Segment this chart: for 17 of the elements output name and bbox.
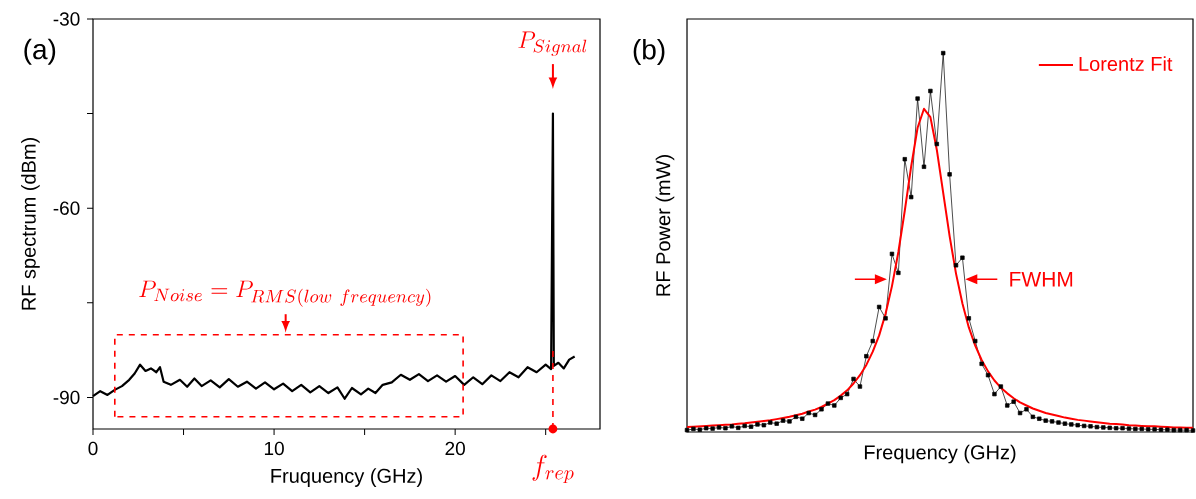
annotation: $P_{Signal}$	[518, 31, 587, 56]
y-tick-label: -60	[53, 201, 80, 215]
text: (a)	[24, 38, 56, 65]
ref-line-label: $f_{rep}$	[532, 454, 574, 484]
x-tick-label: 0	[88, 441, 98, 456]
x-tick-label: 20	[445, 441, 465, 456]
annotation: FWHM	[1010, 271, 1073, 287]
y-axis-title: RF Power (mW)	[655, 155, 675, 296]
text: (b)	[633, 38, 665, 66]
legend-label: Lorentz Fit	[1079, 56, 1173, 71]
x-axis-title: Frequency (GHz)	[864, 444, 1016, 464]
x-axis-title: Fruquency (GHz)	[271, 468, 422, 487]
y-tick-label: -30	[53, 12, 80, 26]
y-axis-title: RF spectrum (dBm)	[21, 138, 40, 310]
x-tick-label: 10	[264, 441, 284, 456]
annotation: $P_{Noise} = P_{RMS(low\ frequency)}$	[139, 280, 431, 307]
y-tick-label: -90	[53, 390, 80, 405]
